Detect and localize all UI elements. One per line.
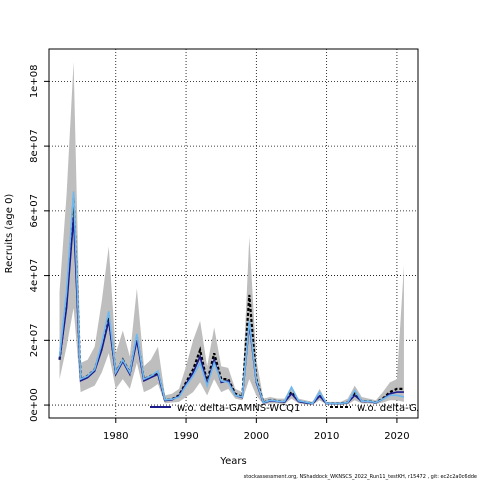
x-tick-label: 2020 [384, 431, 409, 442]
confidence-band [59, 61, 404, 405]
y-tick-label: 6e+07 [29, 194, 40, 228]
x-tick-label: 1980 [103, 431, 128, 442]
y-tick-label: 8e+07 [29, 129, 40, 163]
y-axis-title: Recruits (age 0) [4, 194, 15, 274]
footer-note: stockassessment.org, NShaddock_WKNSCS_20… [244, 474, 477, 480]
y-tick-label: 0e+00 [29, 388, 40, 422]
y-axis-ticks: 0e+00 2e+07 4e+07 6e+07 8e+07 1e+08 [29, 65, 49, 422]
x-tick-label: 2000 [244, 431, 269, 442]
series-line-3 [58, 191, 405, 405]
series-lines-layer [58, 191, 405, 405]
y-tick-label: 4e+07 [29, 259, 40, 293]
x-axis-ticks: 1980 1990 2000 2010 2020 [103, 418, 410, 442]
x-tick-label: 1990 [173, 431, 198, 442]
legend-label-1: w.o. delta-GAMNS-WCQ1 [177, 403, 300, 414]
plot-frame [48, 48, 419, 419]
legend: w.o. delta-GAMNS-WCQ1 w.o. delta-GA [150, 403, 424, 414]
x-axis-title: Years [219, 456, 246, 467]
confidence-band-layer [59, 61, 404, 405]
y-tick-label: 1e+08 [29, 65, 40, 99]
legend-label-2: w.o. delta-GA [357, 403, 424, 414]
y-tick-label: 2e+07 [29, 324, 40, 358]
x-tick-label: 2010 [314, 431, 339, 442]
